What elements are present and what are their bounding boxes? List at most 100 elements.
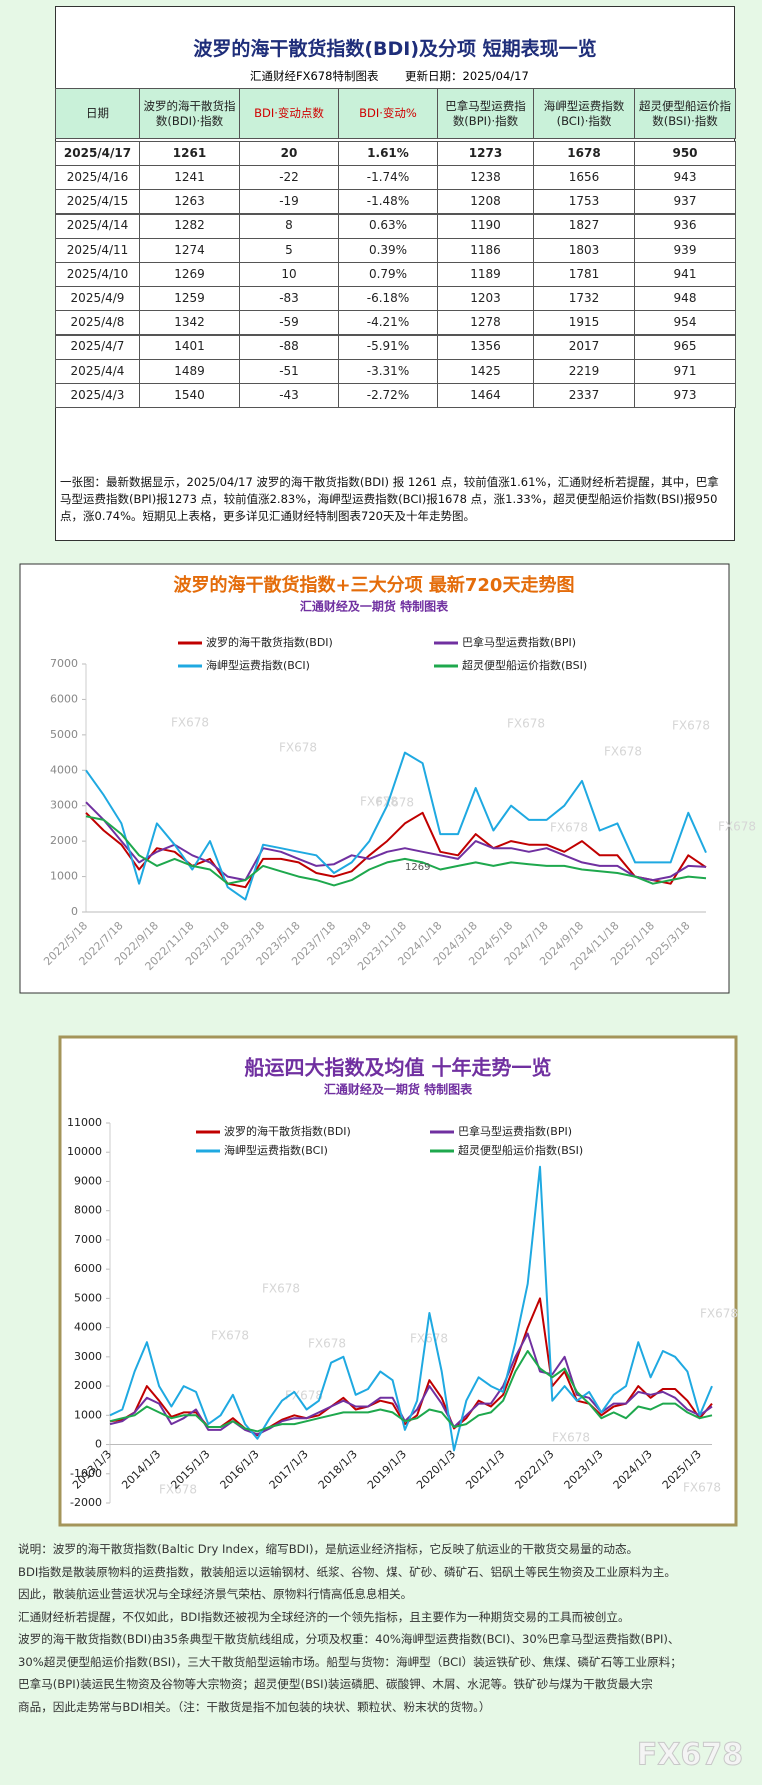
chart-subtitle: 汇通财经及一期货 特制图表 (324, 1082, 473, 1097)
logo-text: FX678 (637, 1738, 743, 1773)
y-tick-label: 7000 (50, 657, 78, 670)
y-tick-label: 3000 (50, 799, 78, 812)
table-cell: 1464 (437, 383, 534, 408)
table-cell: 2219 (533, 358, 635, 384)
note-line: 因此，散装航运业营运状况与全球经济景气荣枯、原物料行情高低息息相关。 (18, 1587, 413, 1601)
chart-frame (58, 1035, 738, 1527)
watermark: FX678 (376, 796, 414, 810)
logo: FX678 (636, 1737, 743, 1773)
series-line (85, 815, 707, 887)
notes: 说明：波罗的海干散货指数(Baltic Dry Index，缩写BDI)，是航运… (18, 1538, 753, 1718)
series-line (109, 1350, 713, 1433)
note-line: 商品，因此走势常与BDI相关。（注：干散货是指不加包装的块状、颗粒状、粉末状的货… (18, 1699, 491, 1714)
table-cell: 1781 (533, 262, 635, 287)
table-cell: 965 (634, 334, 736, 360)
table-cell: -1.74% (338, 165, 438, 191)
table-note: 一张图：最新数据显示，2025/04/17 波罗的海干散货指数(BDI) 报 1… (60, 475, 719, 523)
annotation: 1269 (405, 862, 430, 873)
note-line: 波罗的海干散货指数(BDI)由35条典型干散货航线组成，分项及权重：40%海岬型… (18, 1632, 680, 1646)
table-cell: 1241 (139, 165, 240, 191)
table-cell: -2.72% (338, 383, 438, 408)
y-tick-label: 0 (71, 905, 78, 918)
table-cell: 1827 (533, 213, 635, 239)
watermark: FX678 (604, 745, 642, 759)
table-update: 更新日期：2025/04/17 (405, 69, 529, 83)
note-line: 30%超灵便型船运价指数(BSI)，三大干散货船型运输市场。船型与货物：海岬型（… (18, 1654, 682, 1669)
header-cell: 巴拿马型运费指数(BPI)·指数 (437, 88, 534, 139)
y-tick-label: 1000 (74, 1408, 102, 1421)
table-cell: -43 (239, 383, 339, 408)
legend-label: 波罗的海干散货指数(BDI) (224, 1124, 351, 1138)
watermark: FX678 (410, 1332, 448, 1346)
table-cell: 1203 (437, 286, 534, 312)
watermark: FX678 (700, 1307, 738, 1321)
y-tick-label: 4000 (50, 763, 78, 776)
table-cell: 973 (634, 383, 736, 408)
table-cell: 1208 (437, 189, 534, 215)
table-cell: 1190 (437, 213, 534, 239)
header-cell: 海岬型运费指数(BCI)·指数 (533, 88, 635, 139)
y-tick-label: 4000 (74, 1321, 102, 1334)
chart-title: 波罗的海干散货指数+三大分项 最新720天走势图 (174, 574, 575, 596)
table-cell: 948 (634, 286, 736, 312)
table-cell: 2025/4/9 (55, 286, 140, 312)
watermark: FX678 (211, 1329, 249, 1343)
table-title: 波罗的海干散货指数(BDI)及分项 短期表现一览 (193, 38, 597, 60)
table-cell: -1.48% (338, 189, 438, 215)
watermark: FX678 (672, 719, 710, 733)
note-line: 巴拿马(BPI)装运民生物资及谷物等大宗物资；超灵便型(BSI)装运磷肥、碳酸钾… (18, 1677, 653, 1691)
y-tick-label: 1000 (50, 870, 78, 883)
table-cell: 1282 (139, 213, 240, 239)
table-cell: 1342 (139, 310, 240, 336)
header-cell: 超灵便型船运价指数(BSI)·指数 (634, 88, 736, 139)
y-tick-label: 6000 (74, 1262, 102, 1275)
legend-label: 超灵便型船运价指数(BSI) (462, 658, 587, 672)
y-tick-label: 7000 (74, 1233, 102, 1246)
table-cell: 1273 (437, 141, 534, 166)
table-cell: -51 (239, 358, 339, 384)
y-tick-label: 2000 (74, 1379, 102, 1392)
watermark: FX678 (718, 820, 756, 834)
table-cell: 1540 (139, 383, 240, 408)
y-tick-label: 6000 (50, 692, 78, 705)
table-cell: 1732 (533, 286, 635, 312)
y-tick-label: 8000 (74, 1204, 102, 1217)
table-cell: -4.21% (338, 310, 438, 336)
table-cell: 971 (634, 358, 736, 384)
watermark: FX678 (279, 741, 317, 755)
y-tick-label: 10000 (67, 1145, 102, 1158)
note-line: BDI指数是散装原物料的运费指数，散装船运以运输钢材、纸浆、谷物、煤、矿砂、磷矿… (18, 1564, 676, 1579)
y-tick-label: 3000 (74, 1350, 102, 1363)
table-cell: 939 (634, 237, 736, 263)
y-tick-label: 0 (95, 1438, 102, 1451)
table-cell: 943 (634, 165, 736, 191)
watermark: FX678 (683, 1481, 721, 1495)
watermark: FX678 (262, 1282, 300, 1296)
table-cell: 20 (239, 141, 339, 166)
watermark: FX678 (550, 821, 588, 835)
table-subtitle: 汇通财经FX678特制图表 (250, 69, 379, 83)
watermark: FX678 (171, 716, 209, 730)
watermark: FX678 (552, 1431, 590, 1445)
legend-label: 海岬型运费指数(BCI) (224, 1143, 328, 1157)
series-line (109, 1165, 713, 1452)
table-cell: 1238 (437, 165, 534, 191)
watermark: FX678 (360, 795, 398, 809)
y-tick-label: 5000 (74, 1291, 102, 1304)
y-tick-label: -1000 (70, 1467, 102, 1480)
table-cell: -19 (239, 189, 339, 215)
table-cell: 1269 (139, 262, 240, 287)
legend-label: 超灵便型船运价指数(BSI) (458, 1143, 583, 1157)
table-cell: 1259 (139, 286, 240, 312)
y-tick-label: 5000 (50, 728, 78, 741)
legend-label: 巴拿马型运费指数(BPI) (462, 635, 576, 649)
header-cell: BDI·变动点数 (239, 88, 339, 139)
series-line (85, 801, 707, 882)
legend-label: 巴拿马型运费指数(BPI) (458, 1124, 572, 1138)
table-cell: 2337 (533, 383, 635, 408)
table-cell: -6.18% (338, 286, 438, 312)
note-line: 汇通财经析若提醒，不仅如此，BDI指数还被视为全球经济的一个领先指标，且主要作为… (18, 1609, 630, 1624)
table-cell: 2025/4/16 (55, 165, 140, 191)
